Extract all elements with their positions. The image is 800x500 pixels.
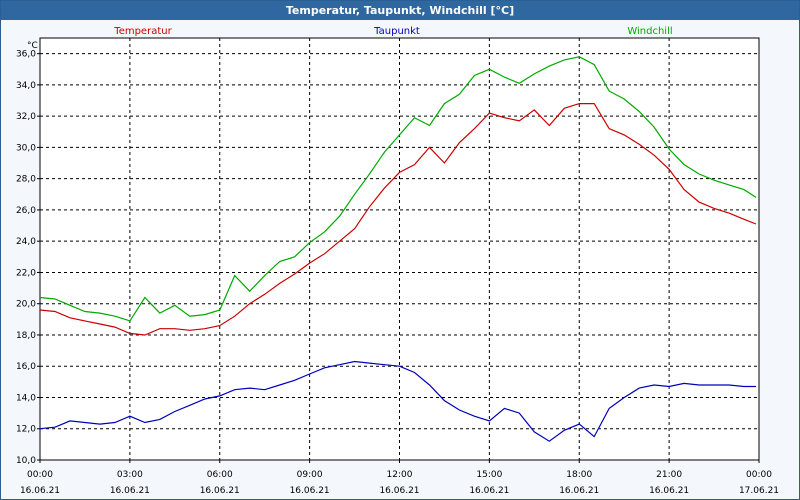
x-tick-time: 03:00 [117, 470, 143, 480]
legend-windchill: Windchill [627, 26, 672, 37]
x-tick-time: 00:00 [746, 470, 772, 480]
y-tick-label: 16,0 [16, 362, 36, 372]
x-tick-time: 06:00 [207, 470, 233, 480]
y-tick-label: 32,0 [16, 112, 36, 122]
series-line-taupunkt [39, 360, 756, 442]
y-tick-label: 24,0 [16, 237, 36, 247]
series-line-temperatur [39, 102, 757, 336]
legend: Temperatur Taupunkt Windchill [113, 26, 672, 37]
x-tick-date: 16.06.21 [200, 486, 240, 496]
series-lines [39, 56, 757, 442]
x-tick-date: 16.06.21 [649, 486, 689, 496]
y-axis: 10,0 12,0 14,0 16,0 18,0 20,0 22,0 24,0 26,0 28,0… [16, 50, 40, 466]
y-tick-label: 36,0 [16, 50, 36, 60]
y-tick-label: 12,0 [16, 425, 36, 435]
y-axis-unit: °C [27, 41, 38, 51]
x-axis: 00:00 16.06.21 03:00 16.06.21 06:00 16.06.21 0… [20, 460, 779, 496]
y-tick-label: 26,0 [16, 206, 36, 216]
window-title: Temperatur, Taupunkt, Windchill [°C] [1, 1, 799, 20]
x-tick-date: 17.06.21 [739, 486, 779, 496]
x-tick-time: 00:00 [27, 470, 53, 480]
x-tick-time: 09:00 [297, 470, 323, 480]
x-tick-time: 21:00 [656, 470, 682, 480]
y-tick-label: 14,0 [16, 393, 36, 403]
x-tick-date: 16.06.21 [559, 486, 599, 496]
legend-taupunkt: Taupunkt [373, 26, 420, 37]
y-tick-label: 30,0 [16, 143, 36, 153]
x-tick-date: 16.06.21 [110, 486, 150, 496]
x-tick-time: 18:00 [566, 470, 592, 480]
x-tick-date: 16.06.21 [469, 486, 509, 496]
y-tick-label: 10,0 [16, 456, 36, 466]
x-tick-date: 16.06.21 [290, 486, 330, 496]
y-tick-label: 20,0 [16, 300, 36, 310]
x-tick-date: 16.06.21 [20, 486, 60, 496]
x-tick-time: 12:00 [387, 470, 413, 480]
series-line-windchill [39, 56, 757, 322]
x-tick-time: 15:00 [476, 470, 502, 480]
grid [40, 38, 759, 460]
legend-temperatur: Temperatur [113, 26, 172, 37]
y-tick-label: 22,0 [16, 268, 36, 278]
x-tick-date: 16.06.21 [379, 486, 419, 496]
y-tick-label: 34,0 [16, 81, 36, 91]
y-tick-label: 28,0 [16, 175, 36, 185]
y-tick-label: 18,0 [16, 331, 36, 341]
